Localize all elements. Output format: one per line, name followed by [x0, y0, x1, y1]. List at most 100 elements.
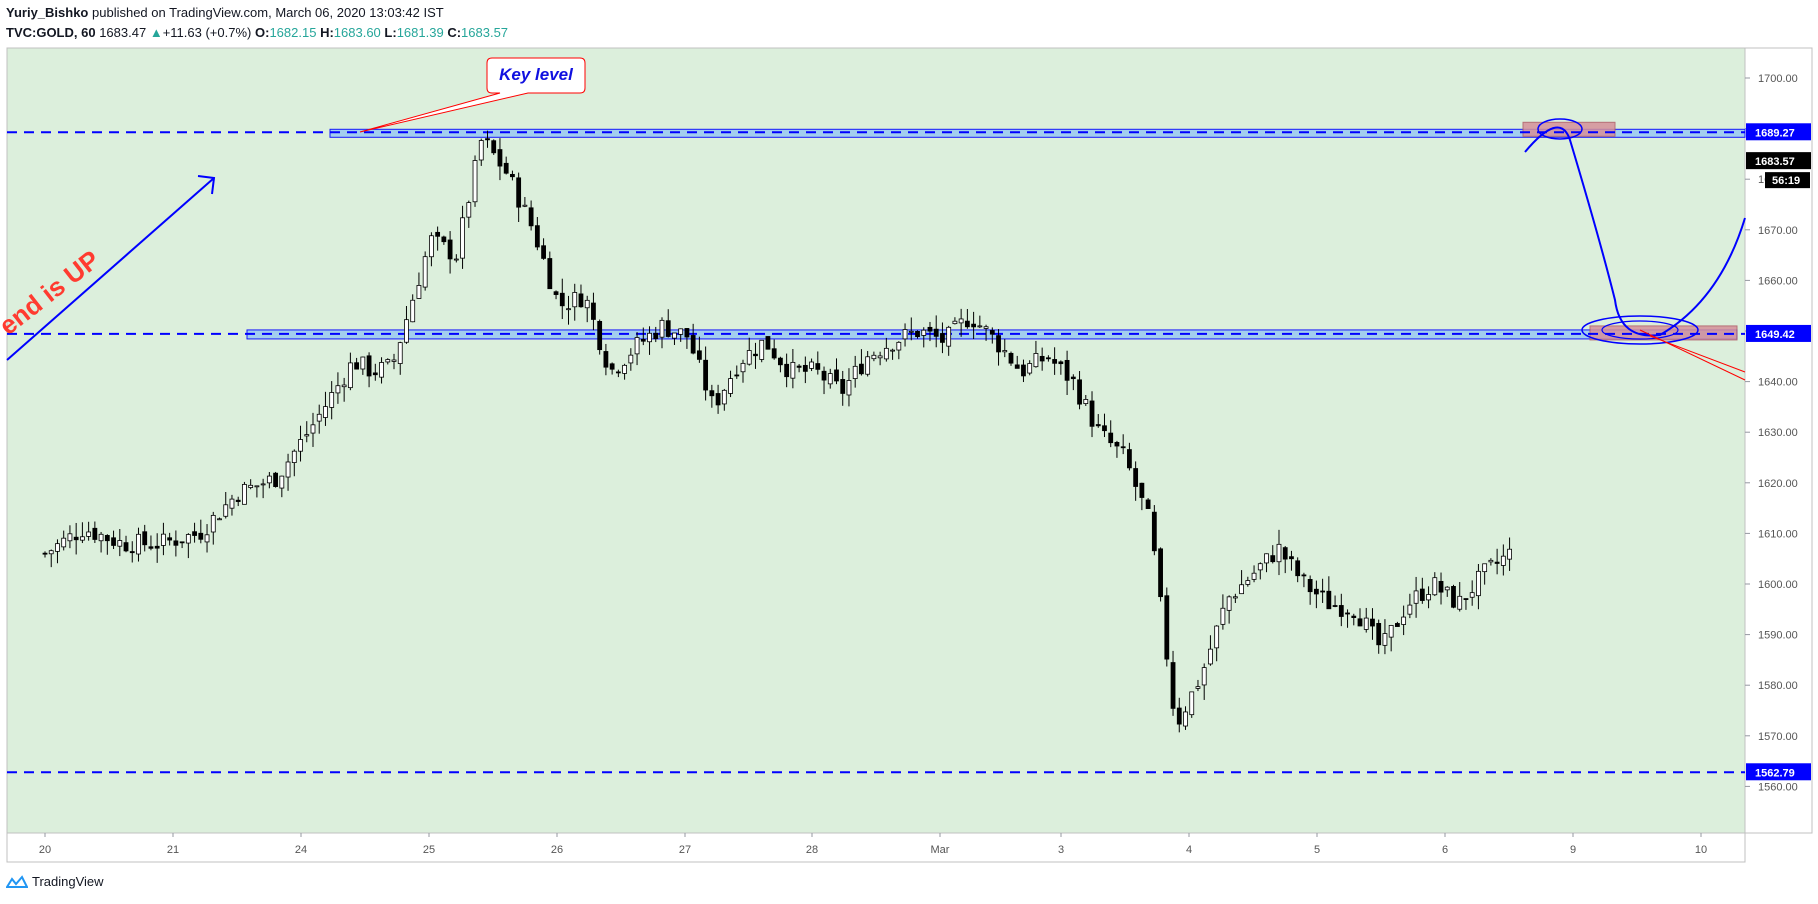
y-tick-label: 1600.00: [1758, 579, 1798, 591]
y-tick-label: 1590.00: [1758, 630, 1798, 642]
candle-body: [1282, 547, 1288, 560]
candle-body: [422, 256, 428, 288]
candle-body: [1070, 376, 1076, 380]
candle-body: [385, 359, 391, 363]
candle-body: [117, 540, 123, 547]
candle-body: [996, 335, 1001, 353]
y-tick-label: 1670.00: [1758, 225, 1798, 237]
candle-body: [1313, 588, 1319, 595]
candle-body: [410, 299, 416, 323]
tradingview-logo-icon: [6, 874, 28, 888]
y-tick-label: 1580.00: [1758, 680, 1798, 692]
candle-body: [154, 545, 160, 549]
candle-body: [927, 326, 933, 332]
candle-body: [1102, 425, 1107, 432]
x-tick-label: 4: [1186, 844, 1192, 856]
candle-body: [809, 361, 814, 369]
candle-body: [896, 341, 902, 351]
candle-body: [1444, 586, 1450, 591]
candle-body: [908, 330, 914, 333]
candle-body: [522, 204, 528, 207]
candle-body: [865, 356, 871, 375]
y-tick-label: 1630.00: [1758, 427, 1798, 439]
candle-body: [148, 546, 154, 549]
candle-body: [123, 542, 129, 552]
candle-body: [1158, 548, 1163, 598]
candle-body: [1320, 590, 1326, 593]
candle-body: [1363, 617, 1369, 630]
candle-body: [1482, 563, 1488, 573]
candle-body: [223, 504, 229, 517]
y-tick-label: 1660.00: [1758, 275, 1798, 287]
candle-body: [1002, 350, 1008, 353]
badge-level-mid: 1649.42: [1755, 329, 1795, 341]
y-tick-label: 1610.00: [1758, 528, 1798, 540]
badge-current-price: 1683.57: [1755, 156, 1795, 168]
candle-body: [1438, 580, 1444, 593]
candle-body: [379, 362, 384, 378]
candle-body: [1077, 379, 1082, 405]
candle-body: [1476, 570, 1481, 597]
countdown-bg: [1765, 172, 1810, 189]
candle-body: [534, 225, 540, 248]
candle-body: [323, 406, 328, 418]
candle-body: [1307, 579, 1313, 593]
candle-body: [790, 361, 796, 379]
candle-body: [1021, 364, 1026, 377]
candle-body: [366, 355, 372, 377]
candle-body: [198, 532, 204, 540]
candle-body: [516, 177, 522, 208]
candle-body: [883, 347, 889, 360]
candle-body: [1419, 588, 1425, 601]
author-name[interactable]: Yuriy_Bishko: [6, 5, 89, 20]
candles: [42, 130, 1512, 733]
x-tick-label: 5: [1314, 844, 1320, 856]
candle-body: [915, 331, 920, 338]
candle-body: [1351, 615, 1357, 618]
candle-body: [696, 350, 702, 360]
candle-body: [609, 363, 615, 370]
x-tick-label: 24: [295, 844, 307, 856]
candle-body: [73, 536, 79, 541]
candle-body: [1039, 355, 1045, 362]
candle-body: [802, 364, 808, 372]
symbol-label: TVC:GOLD, 60: [6, 25, 96, 40]
candle-body: [1226, 596, 1232, 611]
candle-body: [678, 328, 684, 335]
candle-body: [784, 363, 790, 378]
candle-body: [391, 359, 397, 362]
trend-arrow-head: [197, 175, 216, 195]
candle-body: [1382, 633, 1388, 646]
candle-body: [1413, 590, 1419, 604]
candle-body: [1201, 667, 1207, 686]
candle-body: [528, 207, 534, 227]
candle-body: [759, 339, 765, 360]
candle-body: [958, 318, 964, 324]
candle-body: [921, 329, 927, 336]
candle-body: [852, 365, 858, 379]
candle-body: [1370, 618, 1375, 627]
candle-body: [1432, 577, 1438, 596]
candle-body: [347, 362, 353, 389]
x-tick-label: 28: [806, 844, 818, 856]
candle-body: [933, 328, 939, 337]
badge-level-mid-bg: [1746, 324, 1811, 342]
candle-body: [684, 328, 690, 338]
candle-body: [871, 354, 877, 360]
candle-body: [142, 531, 148, 546]
candle-body: [940, 333, 945, 343]
badge-level-bottom: 1562.79: [1755, 767, 1795, 779]
candle-body: [778, 357, 783, 366]
candle-body: [952, 320, 958, 325]
tradingview-footer[interactable]: TradingView: [6, 874, 104, 889]
y-tick-label: 1700.00: [1758, 73, 1798, 85]
candle-body: [1183, 711, 1188, 727]
x-tick-label: Mar: [931, 844, 950, 856]
candle-body: [61, 537, 67, 548]
bottom-target-ellipse-inner: [1601, 320, 1679, 340]
key-level-callout: [359, 57, 586, 133]
candle-body: [1083, 399, 1089, 404]
candle-body: [55, 543, 60, 552]
candle-body: [1457, 595, 1463, 610]
